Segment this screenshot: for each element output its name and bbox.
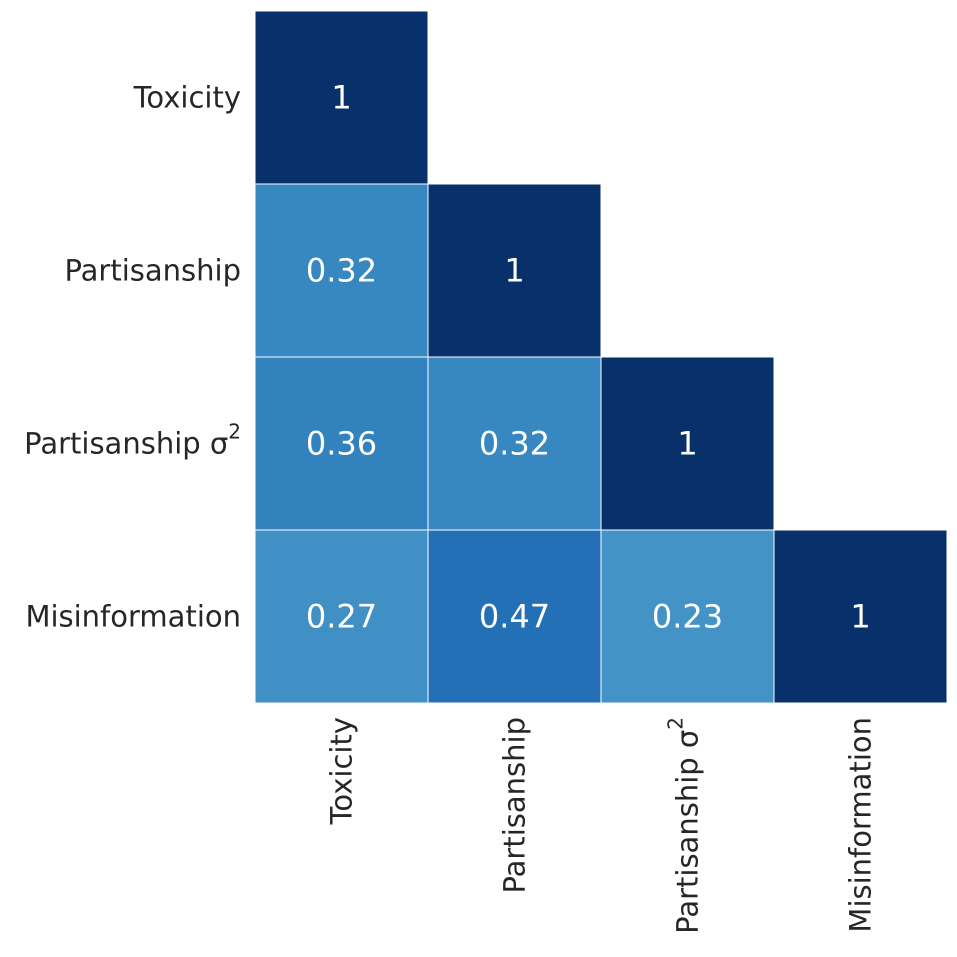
cell-value-label: 0.27 bbox=[306, 598, 377, 636]
heatmap-cell-r3-c1 bbox=[427, 529, 602, 704]
y-tick-label-toxicity: Toxicity bbox=[133, 81, 241, 115]
heatmap-cell-r3-c3 bbox=[773, 529, 948, 704]
tick-label-text: Partisanship bbox=[64, 254, 241, 288]
y-tick-label-partisanship: Partisanship bbox=[64, 254, 241, 288]
heatmap-cell-r2-c2 bbox=[600, 356, 775, 531]
heatmap-cell-r2-c1 bbox=[427, 356, 602, 531]
cell-value-label: 0.36 bbox=[306, 425, 377, 463]
tick-label-superscript: 2 bbox=[664, 717, 688, 730]
cell-value-label: 0.23 bbox=[652, 598, 723, 636]
cell-value-label: 1 bbox=[677, 425, 697, 463]
cell-value-label: 1 bbox=[331, 79, 351, 117]
x-tick-label-partisanship-2: Partisanship σ2 bbox=[664, 717, 705, 934]
x-axis-tick-labels: Toxicity Partisanship Partisanship σ2 Misin… bbox=[325, 717, 878, 934]
tick-label-text: Toxicity bbox=[325, 717, 359, 825]
tick-label-text: Partisanship σ bbox=[671, 730, 705, 934]
heatmap-cell-r0-c0 bbox=[254, 10, 429, 185]
y-tick-label-misinformation: Misinformation bbox=[25, 600, 241, 634]
cell-value-label: 1 bbox=[850, 598, 870, 636]
cell-value-label: 0.32 bbox=[306, 252, 377, 290]
tick-label-text: Misinformation bbox=[844, 717, 878, 933]
heatmap-cell-labels: 1 0.32 1 0.36 0.32 1 0.27 0.47 0.23 1 bbox=[306, 79, 871, 636]
cell-value-label: 0.47 bbox=[479, 598, 550, 636]
heatmap-cell-r1-c1 bbox=[427, 183, 602, 358]
x-tick-label-partisanship: Partisanship bbox=[498, 717, 532, 894]
heatmap-cells bbox=[254, 10, 948, 704]
tick-label-text: Partisanship σ bbox=[24, 427, 228, 461]
heatmap-cell-r1-c0 bbox=[254, 183, 429, 358]
heatmap-cell-r3-c2 bbox=[600, 529, 775, 704]
tick-label-superscript: 2 bbox=[228, 420, 241, 444]
tick-label-text: Misinformation bbox=[25, 600, 241, 634]
cell-value-label: 0.32 bbox=[479, 425, 550, 463]
heatmap-cell-r2-c0 bbox=[254, 356, 429, 531]
y-axis-tick-labels: Toxicity Partisanship Partisanship σ2 Misin… bbox=[24, 81, 241, 634]
y-tick-label-partisanship-2: Partisanship σ2 bbox=[24, 420, 241, 461]
heatmap-cell-r3-c0 bbox=[254, 529, 429, 704]
cell-value-label: 1 bbox=[504, 252, 524, 290]
x-tick-label-toxicity: Toxicity bbox=[325, 717, 359, 825]
tick-label-text: Toxicity bbox=[133, 81, 241, 115]
x-tick-label-misinformation: Misinformation bbox=[844, 717, 878, 933]
tick-label-text: Partisanship bbox=[498, 717, 532, 894]
